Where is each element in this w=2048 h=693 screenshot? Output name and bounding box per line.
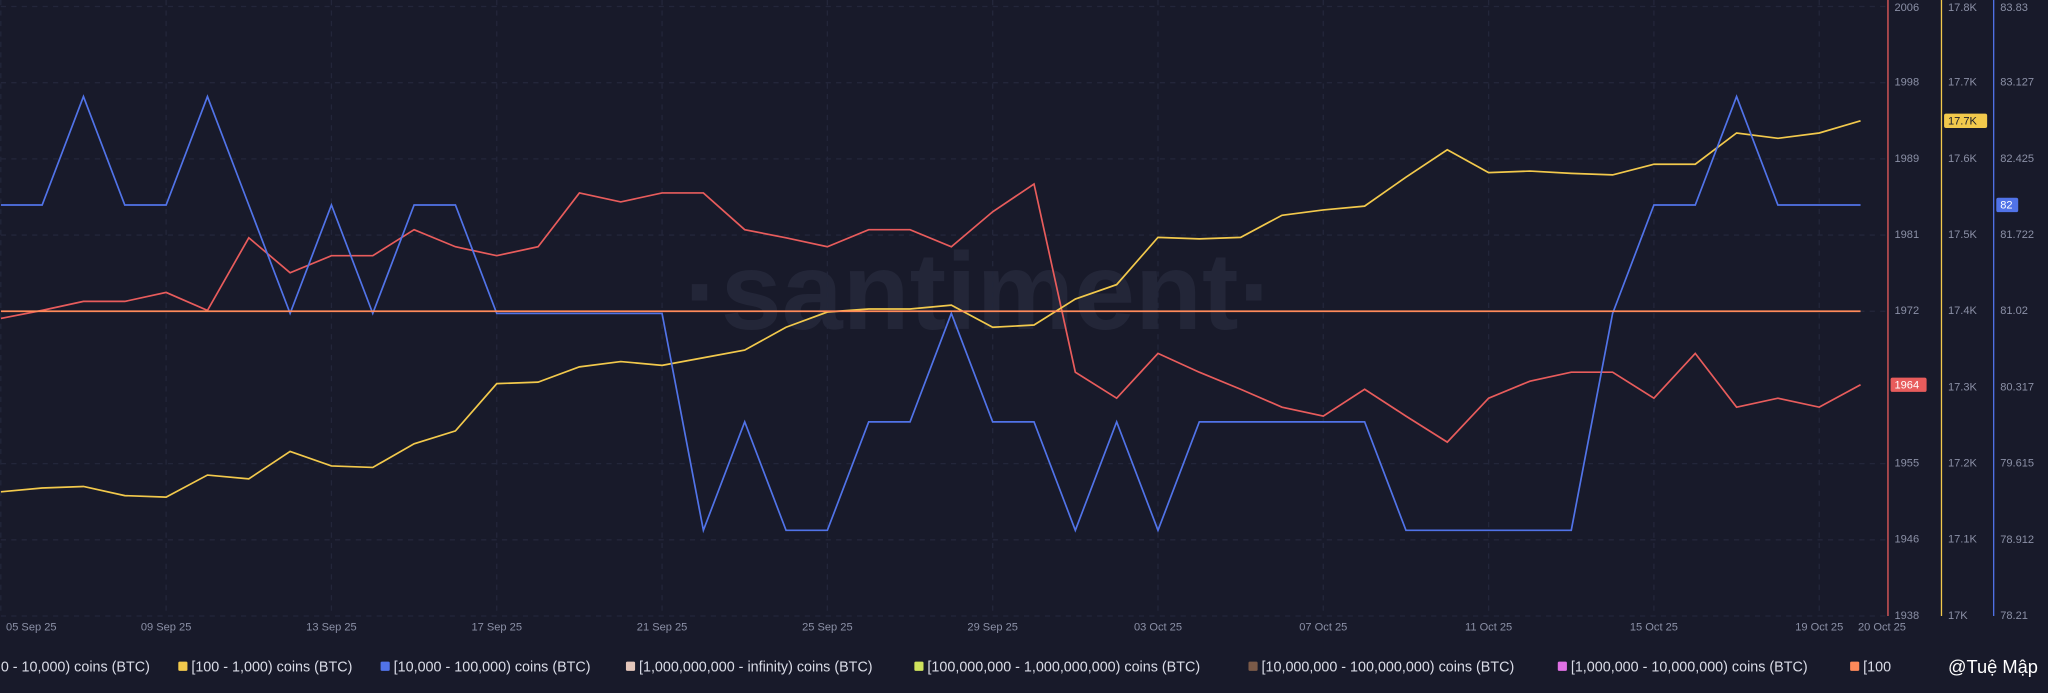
y-tick-label: 17.1K <box>1948 534 1978 546</box>
y-tick-label: 78.912 <box>2000 534 2034 546</box>
legend-swatch <box>625 661 636 671</box>
y-tick-label: 17.2K <box>1948 458 1978 470</box>
legend-label: [1,000,000 - 10,000,000) coins (BTC) <box>1571 659 1808 675</box>
y-tick-label: 2006 <box>1894 2 1919 14</box>
y-tick-label: 17K <box>1948 610 1968 622</box>
y-tick-label: 83.127 <box>2000 77 2034 89</box>
watermark: ·santiment· <box>684 231 1275 353</box>
y-tick-label: 1981 <box>1894 229 1919 241</box>
series-line <box>0 182 1861 444</box>
x-tick-label: 09 Sep 25 <box>141 622 192 634</box>
y-tick-label: 82.425 <box>2000 153 2034 165</box>
y-tick-label: 1938 <box>1894 610 1919 622</box>
x-tick-label: 11 Oct 25 <box>1465 622 1512 634</box>
legend-swatch <box>1248 661 1258 671</box>
credit: @Tuệ Mập <box>1948 656 2038 677</box>
series-line <box>0 119 1861 499</box>
legend-label: [100 - 1,000) coins (BTC) <box>191 659 352 675</box>
value-badge <box>1944 113 1988 128</box>
x-tick-label: 25 Sep 25 <box>802 622 853 634</box>
x-tick-label: 19 Oct 25 <box>1795 622 1843 634</box>
legend-swatch <box>1850 661 1860 671</box>
plot <box>0 94 1861 534</box>
value-label: 17.7K <box>1948 115 1978 127</box>
y-tick-label: 1998 <box>1894 77 1919 89</box>
series-line <box>0 94 1861 534</box>
legend-label: [100,000,000 - 1,000,000,000) coins (BTC… <box>927 659 1200 675</box>
y-tick-label: 17.7K <box>1948 77 1978 89</box>
y-tick-label: 17.5K <box>1948 229 1978 241</box>
y-tick-label: 1972 <box>1894 305 1919 317</box>
y-tick-label: 1955 <box>1894 458 1919 470</box>
x-tick-label: 15 Oct 25 <box>1630 622 1678 634</box>
y-tick-label: 81.02 <box>2000 305 2028 317</box>
x-tick-label: 21 Sep 25 <box>637 622 688 634</box>
x-tick-label: 05 Sep 25 <box>6 622 57 634</box>
value-label: 82 <box>2000 200 2012 212</box>
y-tick-label: 81.722 <box>2000 229 2034 241</box>
y-tick-label: 17.8K <box>1948 2 1978 14</box>
x-tick-label: 03 Oct 25 <box>1134 622 1182 634</box>
y-tick-label: 83.83 <box>2000 2 2028 14</box>
legend: 0 - 10,000) coins (BTC) [100 - 1,000) coi… <box>1 659 1891 675</box>
y-tick-label: 17.3K <box>1948 381 1978 393</box>
x-tick-label: 13 Sep 25 <box>306 622 357 634</box>
value-badge <box>1996 197 2019 213</box>
legend-label: [10,000 - 100,000) coins (BTC) <box>394 659 591 675</box>
legend-label: [1,000,000,000 - infinity) coins (BTC) <box>639 659 873 675</box>
y-tick-label: 17.6K <box>1948 153 1978 165</box>
y-tick-label: 78.21 <box>2000 610 2028 622</box>
x-tick-label: 17 Sep 25 <box>471 622 522 634</box>
x-tick-label: 29 Sep 25 <box>967 622 1018 634</box>
y-tick-label: 1946 <box>1894 534 1919 546</box>
legend-label: [10,000,000 - 100,000,000) coins (BTC) <box>1262 659 1515 675</box>
y-tick-label: 17.4K <box>1948 305 1978 317</box>
y-tick-label: 79.615 <box>2000 458 2034 470</box>
legend-swatch <box>380 661 390 671</box>
legend-swatch <box>914 661 924 671</box>
y-tick-label: 80.317 <box>2000 381 2034 393</box>
legend-label: [100 <box>1863 659 1891 675</box>
value-label: 1964 <box>1894 379 1919 391</box>
x-tick-label: 07 Oct 25 <box>1299 622 1347 634</box>
value-badge <box>1890 377 1927 392</box>
legend-label: 0 - 10,000) coins (BTC) <box>1 659 150 675</box>
x-tick-label: 20 Oct 25 <box>1858 622 1906 634</box>
legend-swatch <box>178 661 188 671</box>
axes: 1938 1946 1955 1972 1981 1989 1998 2006 17K 17.1K… <box>6 0 2034 634</box>
legend-swatch <box>1557 661 1567 671</box>
y-tick-label: 1989 <box>1894 153 1919 165</box>
